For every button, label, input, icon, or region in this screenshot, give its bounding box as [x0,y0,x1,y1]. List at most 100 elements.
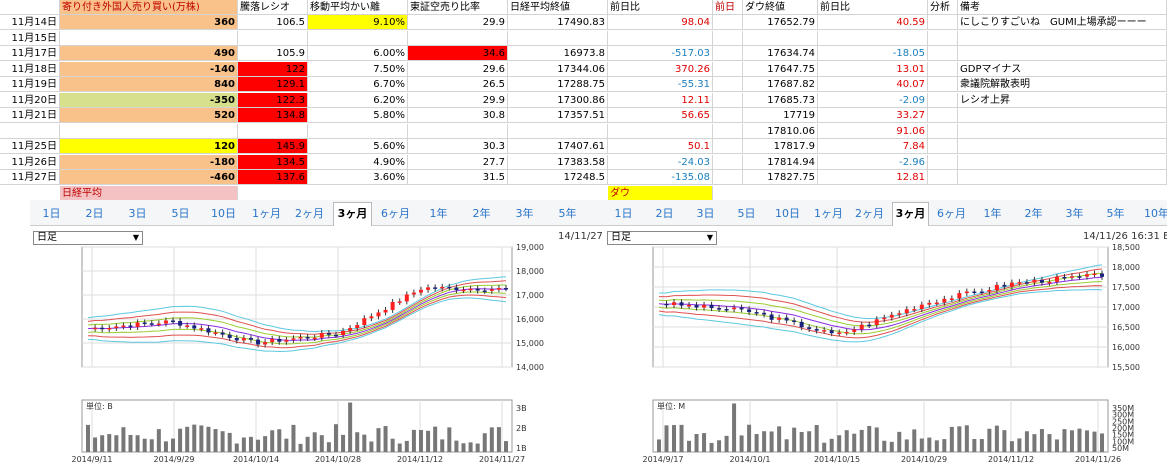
tab-3年[interactable]: 3年 [515,207,534,220]
sheet-cell[interactable] [928,139,958,154]
tab-5日[interactable]: 5日 [737,207,756,220]
sheet-cell[interactable] [928,123,958,139]
cell-dow[interactable]: 17685.73 [743,92,818,108]
cell-dd[interactable]: 12.81 [818,170,928,185]
cell-short[interactable]: 27.7 [408,154,508,170]
tab-2年[interactable]: 2年 [472,207,491,220]
tab-1日[interactable]: 1日 [42,207,61,220]
sheet-cell[interactable] [713,15,743,30]
cell-dow[interactable]: 17814.94 [743,154,818,170]
cell-foreign[interactable] [60,30,238,46]
cell-ratio[interactable] [238,30,308,46]
cell-dow[interactable]: 17687.82 [743,77,818,92]
cell-foreign[interactable]: 490 [60,46,238,61]
cell-nd[interactable]: -55.31 [608,77,713,92]
cell-note[interactable] [958,108,1167,123]
cell-dd[interactable]: -18.05 [818,46,928,61]
cell-short[interactable] [408,123,508,139]
cell-dd[interactable]: 7.84 [818,139,928,154]
cell-nd[interactable]: 50.1 [608,139,713,154]
tab-6ヶ月[interactable]: 6ヶ月 [937,207,966,220]
cell-ma[interactable]: 5.80% [308,108,408,123]
cell-foreign[interactable]: 360 [60,15,238,30]
cell-dd[interactable]: -2.96 [818,154,928,170]
cell-ma[interactable] [308,30,408,46]
cell-nikkei[interactable]: 17300.86 [508,92,608,108]
cell-ratio[interactable]: 145.9 [238,139,308,154]
cell-date[interactable]: 11月27日 [0,170,60,185]
cell-short[interactable]: 29.9 [408,92,508,108]
sheet-cell[interactable] [713,61,743,77]
tab-10日[interactable]: 10日 [775,207,800,220]
cell-ma[interactable]: 9.10% [308,15,408,30]
cell-ma[interactable]: 3.60% [308,170,408,185]
sheet-cell[interactable] [713,92,743,108]
cell-ma[interactable]: 6.00% [308,46,408,61]
cell-dd[interactable] [818,30,928,46]
cell-note[interactable] [958,170,1167,185]
cell-dow[interactable]: 17634.74 [743,46,818,61]
cell-note[interactable] [958,154,1167,170]
cell-note[interactable]: にしこりすごいね GUMI上場承認ーーー [958,15,1167,30]
sheet-cell[interactable] [713,123,743,139]
sheet-cell[interactable] [713,77,743,92]
cell-foreign[interactable]: 520 [60,108,238,123]
tab-3ヶ月[interactable]: 3ヶ月 [892,202,929,226]
cell-dow[interactable]: 17827.75 [743,170,818,185]
tab-5年[interactable]: 5年 [1106,207,1125,220]
cell-foreign[interactable]: -350 [60,92,238,108]
cell-ratio[interactable]: 122 [238,61,308,77]
cell-short[interactable]: 34.6 [408,46,508,61]
cell-dow[interactable]: 17817.9 [743,139,818,154]
cell-date[interactable]: 11月26日 [0,154,60,170]
cell-foreign[interactable]: 120 [60,139,238,154]
cell-short[interactable]: 26.5 [408,77,508,92]
cell-date[interactable]: 11月17日 [0,46,60,61]
tab-2日[interactable]: 2日 [85,207,104,220]
cell-note[interactable]: 衆議院解散表明 [958,77,1167,92]
cell-nikkei[interactable]: 17344.06 [508,61,608,77]
cell-date[interactable]: 11月14日 [0,15,60,30]
tab-2ヶ月[interactable]: 2ヶ月 [855,207,884,220]
cell-foreign[interactable]: -180 [60,154,238,170]
sheet-cell[interactable] [928,77,958,92]
cell-nikkei[interactable]: 17248.5 [508,170,608,185]
sheet-cell[interactable] [928,30,958,46]
tab-2ヶ月[interactable]: 2ヶ月 [295,207,324,220]
cell-ratio[interactable]: 122.3 [238,92,308,108]
tab-5日[interactable]: 5日 [171,207,190,220]
cell-dd[interactable]: -2.09 [818,92,928,108]
cell-nd[interactable]: -24.03 [608,154,713,170]
tab-3年[interactable]: 3年 [1065,207,1084,220]
cell-ratio[interactable]: 134.5 [238,154,308,170]
cell-dow[interactable]: 17810.06 [743,123,818,139]
tab-5年[interactable]: 5年 [558,207,577,220]
cell-dd[interactable]: 40.07 [818,77,928,92]
cell-note[interactable] [958,123,1167,139]
cell-foreign[interactable]: 840 [60,77,238,92]
sheet-cell[interactable] [713,30,743,46]
cell-nikkei[interactable] [508,30,608,46]
cell-nd[interactable] [608,123,713,139]
cell-date[interactable]: 11月20日 [0,92,60,108]
cell-dd[interactable]: 40.59 [818,15,928,30]
cell-short[interactable]: 29.9 [408,15,508,30]
tab-6ヶ月[interactable]: 6ヶ月 [381,207,410,220]
cell-foreign[interactable]: -460 [60,170,238,185]
cell-nd[interactable]: -135.08 [608,170,713,185]
cell-nd[interactable]: 12.11 [608,92,713,108]
cell-ratio[interactable]: 137.6 [238,170,308,185]
cell-dow[interactable]: 17647.75 [743,61,818,77]
cell-ma[interactable]: 5.60% [308,139,408,154]
cell-nikkei[interactable]: 17407.61 [508,139,608,154]
sheet-cell[interactable] [713,170,743,185]
cell-ma[interactable]: 7.50% [308,61,408,77]
cell-nd[interactable]: 56.65 [608,108,713,123]
cell-ratio[interactable]: 129.1 [238,77,308,92]
cell-ma[interactable]: 4.90% [308,154,408,170]
cell-note[interactable] [958,46,1167,61]
tab-3ヶ月[interactable]: 3ヶ月 [333,202,372,226]
tab-10日[interactable]: 10日 [211,207,236,220]
sheet-cell[interactable] [928,46,958,61]
cell-ratio[interactable]: 106.5 [238,15,308,30]
